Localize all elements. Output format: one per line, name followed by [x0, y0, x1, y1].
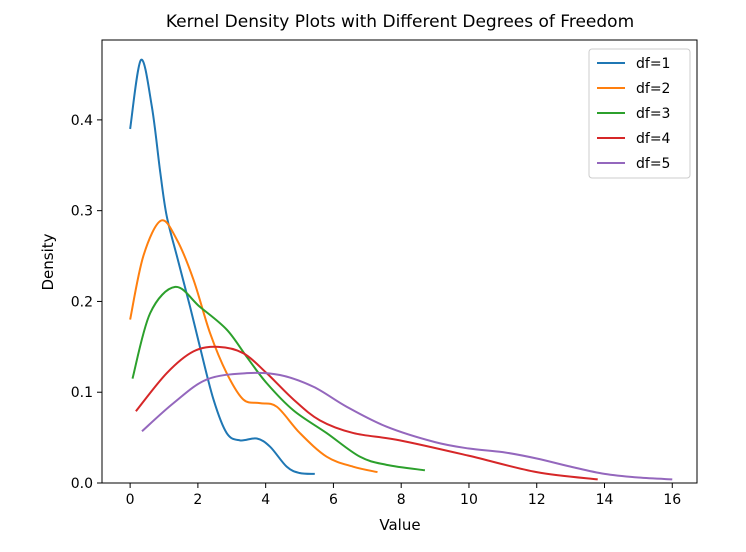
- legend: df=1 df=2 df=3 df=4 df=5: [588, 48, 691, 179]
- axes-frame: [101, 39, 698, 484]
- x-tick-label: 8: [397, 492, 406, 508]
- x-tick-label: 6: [329, 492, 338, 508]
- series-line-df-2: [129, 219, 378, 474]
- y-tick-label: 0.1: [71, 385, 93, 401]
- legend-label: df=5: [636, 156, 670, 172]
- chart-title: Kernel Density Plots with Different Degr…: [166, 12, 634, 32]
- series-line-df-3: [131, 285, 426, 472]
- legend-label: df=4: [636, 131, 671, 147]
- y-tick-label: 0.3: [71, 204, 93, 220]
- x-tick-label: 0: [126, 492, 135, 508]
- legend-label: df=3: [636, 106, 670, 122]
- x-tick-label: 10: [460, 492, 478, 508]
- legend-box: [588, 48, 691, 179]
- y-axis: 0.0 0.1 0.2 0.3 0.4: [71, 113, 102, 492]
- plot-area: [129, 58, 673, 481]
- y-axis-label: Density: [39, 233, 57, 290]
- x-tick-label: 2: [193, 492, 202, 508]
- series-line-df-1: [129, 58, 315, 475]
- series-line-df-5: [141, 371, 673, 481]
- x-tick-label: 12: [528, 492, 546, 508]
- x-tick-label: 16: [663, 492, 681, 508]
- x-axis: 0 2 4 6 8 10 12 14 16: [126, 483, 681, 508]
- series-line-df-4: [135, 345, 598, 481]
- y-tick-label: 0.0: [71, 476, 93, 492]
- y-tick-label: 0.2: [71, 294, 93, 310]
- x-tick-label: 14: [596, 492, 614, 508]
- x-axis-label: Value: [379, 516, 420, 534]
- x-tick-label: 4: [261, 492, 270, 508]
- y-tick-label: 0.4: [71, 113, 93, 129]
- legend-label: df=1: [636, 56, 670, 72]
- legend-label: df=2: [636, 81, 670, 97]
